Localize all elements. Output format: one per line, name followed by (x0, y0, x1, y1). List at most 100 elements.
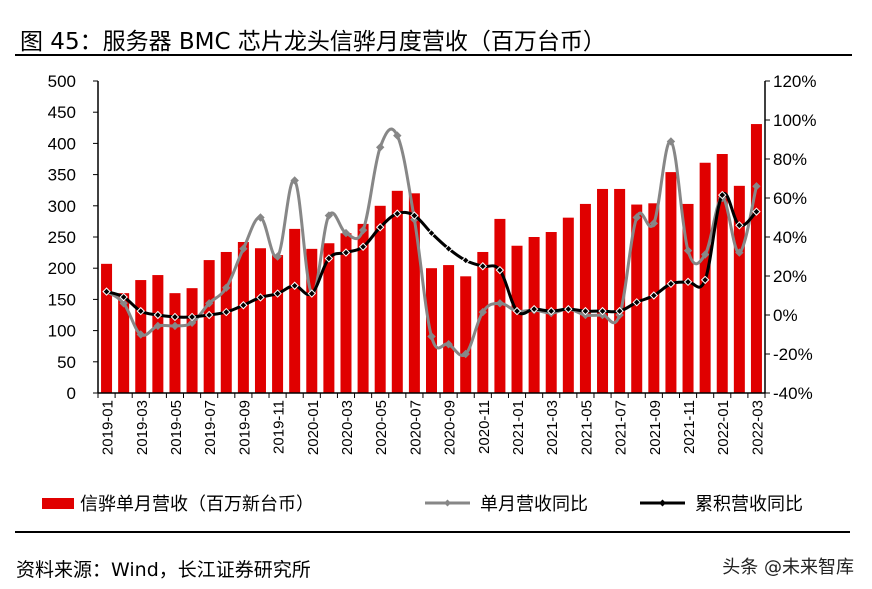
monthly-yoy-point-2020-02 (324, 211, 334, 220)
monthly-yoy-point-2019-06 (187, 318, 197, 328)
monthly-yoy-point-2020-11 (478, 307, 488, 317)
x-tick-label: 2021-01 (510, 400, 527, 455)
bar-2022-03 (750, 124, 762, 393)
x-tick-label: 2021-05 (578, 400, 595, 455)
left-tick-label: 200 (48, 259, 76, 278)
cumulative-yoy-point-2020-06 (393, 209, 402, 218)
monthly-yoy-point-2020-09 (444, 340, 453, 349)
bar-2019-06 (186, 288, 198, 393)
monthly-yoy-point-2021-08 (632, 213, 641, 222)
right-tick-label: 60% (773, 189, 807, 208)
cumulative-yoy-point-2020-03 (341, 248, 351, 257)
bar-2020-11 (477, 251, 489, 393)
bar-2021-11 (682, 203, 694, 393)
x-tick-label: 2020-03 (339, 400, 356, 455)
cumulative-yoy-point-2021-10 (666, 279, 676, 289)
monthly-yoy-point-2020-04 (358, 225, 368, 235)
cumulative-yoy-point-2020-11 (478, 262, 488, 271)
monthly-yoy-point-2019-05 (170, 321, 180, 331)
left-tick-label: 400 (48, 134, 76, 153)
bar-2019-01 (101, 263, 113, 393)
bar-2019-05 (169, 293, 181, 393)
bar-2020-09 (443, 265, 455, 393)
cumulative-yoy-point-2019-07 (204, 310, 214, 320)
cumulative-yoy-point-2021-01 (512, 306, 522, 316)
x-tick-label: 2022-01 (715, 400, 732, 455)
cumulative-yoy-point-2022-03 (752, 207, 761, 216)
cumulative-yoy-point-2019-05 (170, 312, 180, 322)
cumulative-yoy-point-2019-02 (119, 292, 128, 302)
right-tick-label: 0% (773, 306, 798, 325)
cumulative-yoy-point-2019-09 (239, 301, 248, 310)
left-tick-label: 300 (48, 197, 76, 216)
monthly-yoy-point-2019-10 (256, 213, 265, 222)
cumulative-yoy-point-2019-04 (153, 310, 163, 320)
cumulative-yoy-point-2019-12 (290, 281, 299, 290)
bar-2022-02 (733, 185, 745, 393)
right-tick-label: 40% (773, 228, 807, 247)
left-tick-label: 150 (48, 290, 76, 309)
bar-2019-08 (220, 251, 232, 393)
bar-2020-04 (357, 223, 369, 393)
cumulative-yoy-point-2019-10 (256, 293, 265, 302)
cumulative-yoy-point-2020-04 (358, 242, 368, 251)
monthly-yoy-point-2021-09 (649, 219, 659, 228)
monthly-yoy-point-2021-10 (666, 137, 676, 146)
bar-2020-10 (460, 276, 472, 393)
left-tick-label: 100 (48, 322, 76, 341)
x-tick-label: 2021-03 (544, 400, 561, 455)
bar-2019-11 (272, 255, 284, 393)
bar-2020-06 (391, 190, 403, 393)
cumulative-yoy-point-2021-06 (598, 306, 607, 316)
legend-cumulative-label: 累积营收同比 (695, 494, 803, 514)
cumulative-yoy-point-2021-08 (632, 298, 641, 307)
x-tick-label: 2021-07 (613, 400, 630, 455)
x-tick-label: 2022-03 (749, 400, 766, 455)
cumulative-yoy-point-2022-01 (718, 190, 727, 200)
bar-2021-05 (579, 203, 591, 393)
monthly-yoy-point-2019-07 (204, 299, 214, 308)
cumulative-yoy-point-2020-05 (375, 223, 385, 232)
bar-2019-12 (289, 228, 301, 393)
cumulative-yoy-point-2019-08 (222, 307, 231, 317)
monthly-yoy-point-2020-12 (495, 299, 505, 308)
monthly-yoy-point-2020-03 (341, 228, 351, 238)
cumulative-yoy-point-2019-11 (273, 289, 282, 298)
x-tick-label: 2019-07 (202, 400, 219, 455)
left-tick-label: 0 (67, 384, 76, 403)
monthly-yoy-point-2020-08 (427, 332, 436, 341)
right-tick-label: 120% (773, 72, 816, 91)
cumulative-yoy-point-2019-06 (187, 312, 197, 322)
cumulative-yoy-point-2020-01 (307, 289, 316, 298)
monthly-yoy-point-2022-02 (735, 248, 744, 257)
cumulative-yoy-point-2020-12 (495, 265, 505, 275)
cumulative-yoy-point-2021-04 (564, 304, 573, 314)
monthly-yoy-point-2019-03 (136, 330, 145, 339)
bar-2019-09 (237, 241, 249, 393)
cumulative-yoy-point-2021-03 (547, 306, 556, 316)
left-tick-label: 450 (48, 103, 76, 122)
bar-2020-01 (306, 248, 318, 393)
bar-2020-05 (374, 205, 386, 393)
left-tick-label: 50 (57, 353, 76, 372)
cumulative-yoy-point-2021-02 (529, 304, 539, 314)
legend-cumulative-marker (659, 499, 666, 507)
watermark: 头条 @未来智库 (722, 557, 854, 578)
chart-title: 图 45：服务器 BMC 芯片龙头信骅月度营收（百万台币） (20, 29, 606, 55)
right-tick-label: -20% (773, 345, 813, 364)
monthly-yoy-point-2019-09 (239, 244, 248, 253)
monthly-yoy-point-2020-06 (393, 131, 402, 140)
cumulative-yoy-point-2021-05 (581, 306, 590, 316)
cumulative-yoy-point-2020-07 (410, 211, 419, 220)
x-tick-label: 2021-11 (681, 400, 698, 454)
right-tick-label: 20% (773, 267, 807, 286)
monthly-yoy-point-2020-10 (461, 349, 470, 359)
monthly-yoy-point-2020-05 (375, 143, 385, 152)
bar-2019-07 (203, 260, 215, 393)
monthly-yoy-point-2021-11 (683, 246, 693, 255)
right-tick-label: 80% (773, 150, 807, 169)
monthly-yoy-point-2021-12 (700, 250, 710, 259)
right-tick-label: 100% (773, 111, 816, 130)
